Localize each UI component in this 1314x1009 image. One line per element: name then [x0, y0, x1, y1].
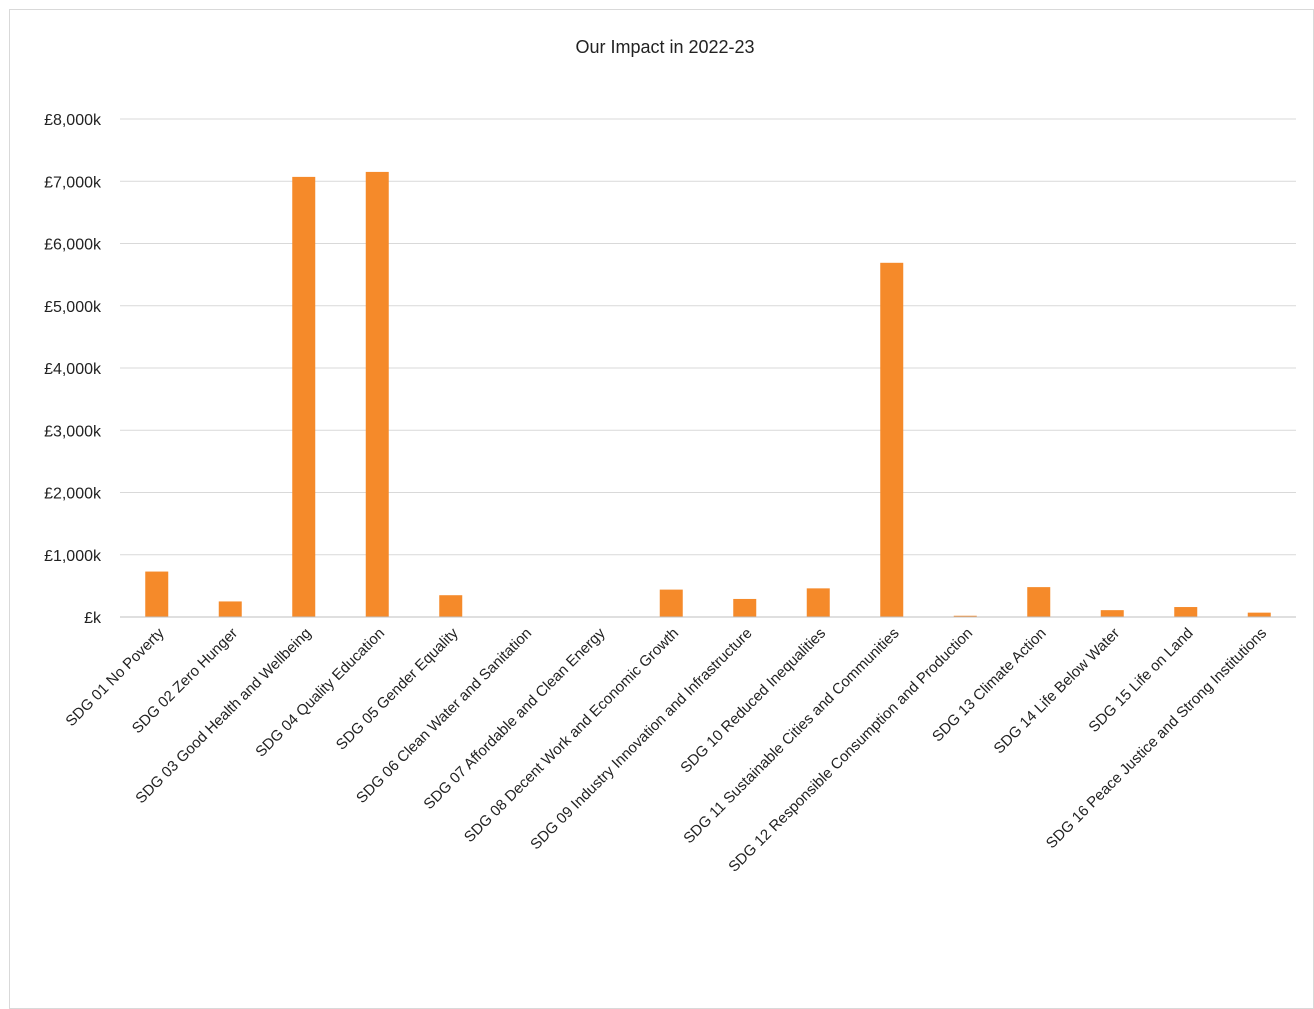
- bar: [1027, 587, 1051, 617]
- chart-title: Our Impact in 2022-23: [575, 37, 754, 57]
- x-tick-label: SDG 14 Life Below Water: [991, 625, 1123, 757]
- bar: [659, 589, 683, 617]
- bar: [880, 262, 904, 617]
- bar: [1100, 610, 1124, 617]
- gridlines: [120, 118, 1296, 556]
- bar: [145, 571, 169, 617]
- x-tick-label: SDG 10 Reduced Inequalities: [677, 625, 829, 777]
- bar: [365, 171, 389, 617]
- bar: [953, 615, 977, 617]
- bar: [1174, 607, 1198, 617]
- y-axis-tick-labels: £k £1,000k £2,000k £3,000k £4,000k £5,000k £6,…: [44, 112, 102, 627]
- bar: [733, 598, 757, 617]
- x-tick-label: SDG 04 Quality Education: [252, 625, 388, 761]
- y-tick-label: £8,000k: [44, 112, 102, 129]
- y-tick-label: £3,000k: [44, 423, 102, 440]
- bar: [439, 595, 463, 617]
- y-tick-label: £2,000k: [44, 486, 102, 503]
- y-tick-label: £1,000k: [44, 548, 102, 565]
- y-tick-label: £7,000k: [44, 174, 102, 191]
- bar: [218, 601, 242, 617]
- chart-frame: [9, 9, 1314, 1009]
- bar: [292, 176, 316, 617]
- y-tick-label: £4,000k: [44, 361, 102, 378]
- x-tick-label: SDG 05 Gender Equality: [333, 624, 462, 753]
- bar: [1247, 612, 1271, 617]
- x-tick-label: SDG 12 Responsible Consumption and Produ…: [725, 625, 976, 876]
- y-tick-label: £6,000k: [44, 237, 102, 254]
- y-tick-label: £k: [84, 610, 102, 627]
- bar: [806, 588, 830, 617]
- bars: [145, 171, 1271, 617]
- y-tick-label: £5,000k: [44, 299, 102, 316]
